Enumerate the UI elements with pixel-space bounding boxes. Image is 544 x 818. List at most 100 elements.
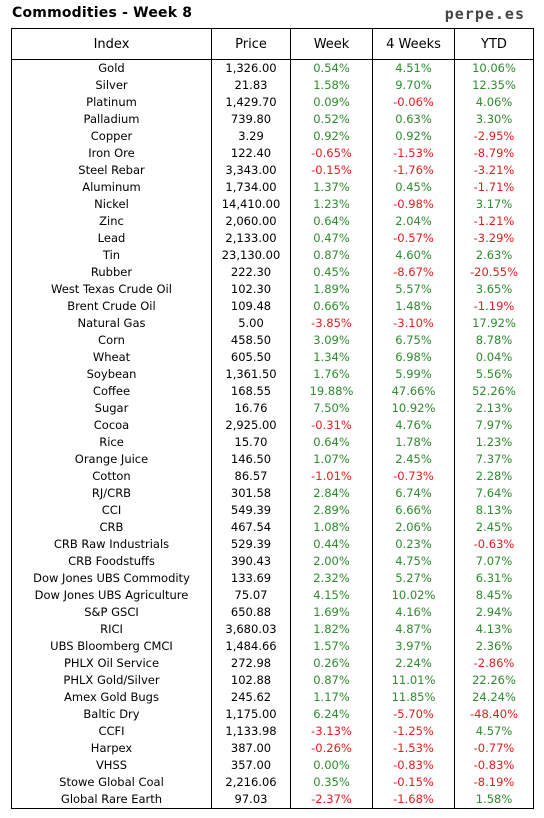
four-weeks-change-cell: 0.63% <box>372 111 455 128</box>
index-cell: Nickel <box>11 196 212 213</box>
ytd-change-cell: 10.06% <box>454 59 534 77</box>
table-body: Gold 1,326.00 0.54% 4.51% 10.06% Silver 21.83 1… <box>11 59 534 809</box>
four-weeks-change-cell: 6.66% <box>372 502 455 519</box>
four-weeks-change-cell: -1.76% <box>372 162 455 179</box>
table-row: West Texas Crude Oil 102.30 1.89% 5.57% 3.65… <box>11 281 534 298</box>
index-cell: CRB Raw Industrials <box>11 536 212 553</box>
four-weeks-change-cell: -0.83% <box>372 757 455 774</box>
week-change-cell: 0.54% <box>290 59 373 77</box>
table-row: CCI 549.39 2.89% 6.66% 8.13% <box>11 502 534 519</box>
four-weeks-change-cell: -1.25% <box>372 723 455 740</box>
week-change-cell: 6.24% <box>290 706 373 723</box>
week-change-cell: 1.89% <box>290 281 373 298</box>
price-cell: 75.07 <box>211 587 291 604</box>
four-weeks-change-cell: 4.16% <box>372 604 455 621</box>
ytd-change-cell: 24.24% <box>454 689 534 706</box>
four-weeks-change-cell: 4.75% <box>372 553 455 570</box>
table-row: Orange Juice 146.50 1.07% 2.45% 7.37% <box>11 451 534 468</box>
commodities-table: Index Price Week 4 Weeks YTD Gold 1,326.0… <box>11 28 534 809</box>
ytd-change-cell: 0.04% <box>454 349 534 366</box>
ytd-change-cell: -1.71% <box>454 179 534 196</box>
table-row: PHLX Gold/Silver 102.88 0.87% 11.01% 22.26% <box>11 672 534 689</box>
ytd-change-cell: 7.37% <box>454 451 534 468</box>
table-row: Coffee 168.55 19.88% 47.66% 52.26% <box>11 383 534 400</box>
week-change-cell: 3.09% <box>290 332 373 349</box>
four-weeks-change-cell: 11.85% <box>372 689 455 706</box>
ytd-change-cell: 52.26% <box>454 383 534 400</box>
week-change-cell: 2.84% <box>290 485 373 502</box>
ytd-change-cell: -1.19% <box>454 298 534 315</box>
price-cell: 5.00 <box>211 315 291 332</box>
week-change-cell: 19.88% <box>290 383 373 400</box>
table-row: Platinum 1,429.70 0.09% -0.06% 4.06% <box>11 94 534 111</box>
table-row: CRB 467.54 1.08% 2.06% 2.45% <box>11 519 534 536</box>
table-row: PHLX Oil Service 272.98 0.26% 2.24% -2.86% <box>11 655 534 672</box>
price-cell: 529.39 <box>211 536 291 553</box>
week-change-cell: 2.89% <box>290 502 373 519</box>
column-header-ytd: YTD <box>454 28 534 60</box>
ytd-change-cell: 17.92% <box>454 315 534 332</box>
ytd-change-cell: 3.65% <box>454 281 534 298</box>
index-cell: CRB <box>11 519 212 536</box>
week-change-cell: 2.00% <box>290 553 373 570</box>
price-cell: 605.50 <box>211 349 291 366</box>
four-weeks-change-cell: 0.45% <box>372 179 455 196</box>
four-weeks-change-cell: 10.92% <box>372 400 455 417</box>
ytd-change-cell: 5.56% <box>454 366 534 383</box>
ytd-change-cell: -8.79% <box>454 145 534 162</box>
site-watermark: perpe.es <box>444 5 525 23</box>
table-row: Harpex 387.00 -0.26% -1.53% -0.77% <box>11 740 534 757</box>
price-cell: 387.00 <box>211 740 291 757</box>
week-change-cell: 1.34% <box>290 349 373 366</box>
ytd-change-cell: -3.21% <box>454 162 534 179</box>
index-cell: RICI <box>11 621 212 638</box>
week-change-cell: 0.35% <box>290 774 373 791</box>
price-cell: 272.98 <box>211 655 291 672</box>
four-weeks-change-cell: 11.01% <box>372 672 455 689</box>
price-cell: 458.50 <box>211 332 291 349</box>
week-change-cell: -3.85% <box>290 315 373 332</box>
week-change-cell: 1.08% <box>290 519 373 536</box>
ytd-change-cell: 2.94% <box>454 604 534 621</box>
table-row: Copper 3.29 0.92% 0.92% -2.95% <box>11 128 534 145</box>
week-change-cell: 1.76% <box>290 366 373 383</box>
table-row: CCFI 1,133.98 -3.13% -1.25% 4.57% <box>11 723 534 740</box>
index-cell: Rice <box>11 434 212 451</box>
table-row: Wheat 605.50 1.34% 6.98% 0.04% <box>11 349 534 366</box>
ytd-change-cell: -0.77% <box>454 740 534 757</box>
ytd-change-cell: -1.21% <box>454 213 534 230</box>
week-change-cell: 0.87% <box>290 672 373 689</box>
index-cell: Tin <box>11 247 212 264</box>
index-cell: CCI <box>11 502 212 519</box>
price-cell: 1,175.00 <box>211 706 291 723</box>
ytd-change-cell: -0.63% <box>454 536 534 553</box>
week-change-cell: 0.45% <box>290 264 373 281</box>
ytd-change-cell: 7.07% <box>454 553 534 570</box>
table-row: RICI 3,680.03 1.82% 4.87% 4.13% <box>11 621 534 638</box>
four-weeks-change-cell: 1.48% <box>372 298 455 315</box>
index-cell: Harpex <box>11 740 212 757</box>
week-change-cell: 0.66% <box>290 298 373 315</box>
table-row: Dow Jones UBS Agriculture 75.07 4.15% 10.02… <box>11 587 534 604</box>
price-cell: 109.48 <box>211 298 291 315</box>
index-cell: Corn <box>11 332 212 349</box>
index-cell: Sugar <box>11 400 212 417</box>
table-row: Soybean 1,361.50 1.76% 5.99% 5.56% <box>11 366 534 383</box>
four-weeks-change-cell: 5.99% <box>372 366 455 383</box>
price-cell: 1,484.66 <box>211 638 291 655</box>
ytd-change-cell: -0.83% <box>454 757 534 774</box>
index-cell: Brent Crude Oil <box>11 298 212 315</box>
ytd-change-cell: 1.23% <box>454 434 534 451</box>
table-row: Palladium 739.80 0.52% 0.63% 3.30% <box>11 111 534 128</box>
four-weeks-change-cell: 4.60% <box>372 247 455 264</box>
price-cell: 2,060.00 <box>211 213 291 230</box>
price-cell: 222.30 <box>211 264 291 281</box>
price-cell: 1,734.00 <box>211 179 291 196</box>
table-row: Rice 15.70 0.64% 1.78% 1.23% <box>11 434 534 451</box>
column-header-price: Price <box>211 28 291 60</box>
price-cell: 97.03 <box>211 791 291 809</box>
index-cell: Baltic Dry <box>11 706 212 723</box>
four-weeks-change-cell: 1.78% <box>372 434 455 451</box>
index-cell: PHLX Gold/Silver <box>11 672 212 689</box>
four-weeks-change-cell: 4.87% <box>372 621 455 638</box>
